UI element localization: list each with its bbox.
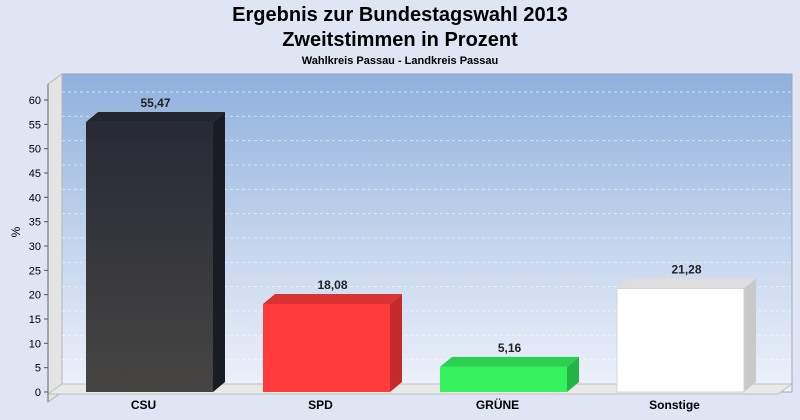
data-label: 5,16 [498,341,522,355]
x-tick-label: CSU [131,398,156,412]
plot-side-wall [47,73,63,403]
y-tick-label: 15 [29,314,41,326]
chart-caption: Wahlkreis Passau - Landkreis Passau [301,55,499,67]
bar-front [86,122,213,393]
bar-front [616,287,745,393]
x-tick-label: SPD [308,398,333,412]
y-tick-label: 10 [29,338,41,350]
bar-top [263,294,402,305]
y-tick-label: 55 [29,119,41,131]
chart-title: Ergebnis zur Bundestagswahl 2013 [232,4,568,26]
y-tick-label: 45 [29,168,41,180]
y-axis-label: % [9,226,23,237]
bar-front [440,366,567,392]
y-axis: 0 5 10 15 20 25 30 35 40 45 50 55 60 [29,84,49,402]
bar-top [440,356,579,367]
data-label: 18,08 [317,278,347,292]
y-tick-label: 25 [29,265,41,277]
y-tick-label: 5 [35,363,41,375]
x-tick-label: Sonstige [649,398,700,412]
x-axis: CSU SPD GRÜNE Sonstige [131,397,700,412]
y-tick-label: 20 [29,290,41,302]
bar-side [744,278,756,392]
bar-csu [86,112,225,393]
bars: 55,47 18,08 5,16 21,28 [86,96,756,393]
x-tick-label: GRÜNE [476,397,519,412]
bar-side [390,294,402,392]
y-tick-label: 0 [35,387,41,399]
data-label: 55,47 [140,96,170,110]
bar-front [263,304,390,392]
bar-spd [263,294,402,392]
bar-side [567,356,579,392]
data-label: 21,28 [671,262,701,276]
y-tick-label: 35 [29,217,41,229]
y-tick-label: 40 [29,192,41,204]
y-tick-label: 50 [29,144,41,156]
bar-sonstige [616,278,756,393]
bar-top [617,278,756,289]
bar-side [213,112,225,393]
y-tick-label: 30 [29,241,41,253]
bar-top [86,112,225,123]
y-tick-label: 60 [29,95,41,107]
chart-subtitle: Zweitstimmen in Prozent [282,29,518,51]
bar-grüne [440,356,579,392]
